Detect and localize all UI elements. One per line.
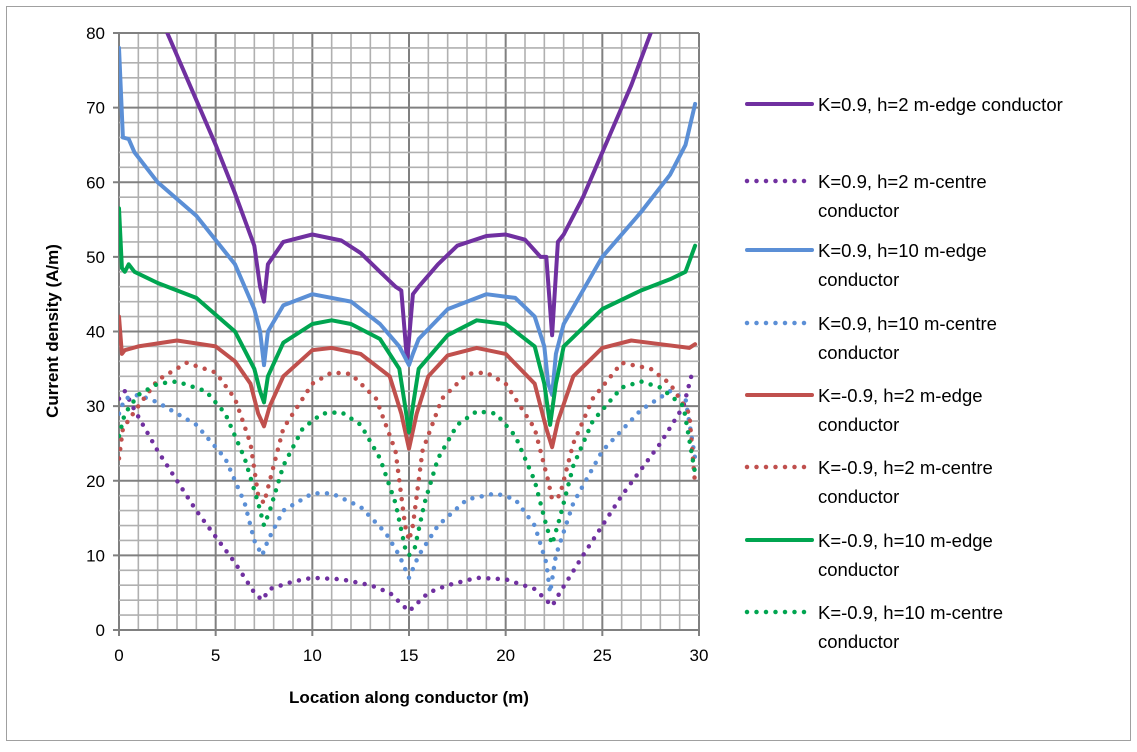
series-line-6 bbox=[119, 360, 698, 543]
legend-label: conductor bbox=[818, 342, 899, 363]
legend-label: K=-0.9, h=2 m-edge bbox=[818, 385, 983, 406]
legend-label: K=-0.9, h=10 m-centre bbox=[818, 602, 1003, 623]
legend-label: conductor bbox=[818, 414, 899, 435]
series-group bbox=[119, 33, 698, 614]
x-axis-label: Location along conductor (m) bbox=[289, 688, 529, 707]
legend-label: K=0.9, h=2 m-edge conductor bbox=[818, 94, 1063, 115]
y-tick-label: 70 bbox=[86, 99, 105, 118]
series-line-3 bbox=[119, 45, 698, 397]
x-tick-label: 25 bbox=[593, 646, 612, 665]
y-tick-label: 60 bbox=[86, 173, 105, 192]
legend-item: K=0.9, h=2 m-centre conductor bbox=[744, 171, 987, 221]
y-tick-label: 50 bbox=[86, 248, 105, 267]
legend-label: conductor bbox=[818, 200, 899, 221]
y-tick-label: 20 bbox=[86, 472, 105, 491]
x-tick-label: 15 bbox=[400, 646, 419, 665]
legend: K=0.9, h=2 m-edge conductor K=0.9, h=2 m-… bbox=[744, 94, 1063, 652]
legend-item: K=-0.9, h=2 m-edge conductor bbox=[745, 385, 983, 435]
tick-labels: 0 5 10 15 20 25 30 0 10 20 30 40 50 60 70 80 bbox=[86, 24, 708, 665]
chart-frame bbox=[6, 6, 1131, 741]
legend-label: K=0.9, h=10 m-edge bbox=[818, 240, 987, 261]
x-tick-label: 10 bbox=[303, 646, 322, 665]
legend-label: conductor bbox=[818, 486, 899, 507]
y-axis-label: Current density (A/m) bbox=[43, 244, 62, 418]
y-tick-label: 30 bbox=[86, 397, 105, 416]
series-line-2 bbox=[119, 374, 698, 614]
x-tick-label: 5 bbox=[211, 646, 220, 665]
legend-label: conductor bbox=[818, 269, 899, 290]
series-line-7 bbox=[119, 206, 698, 435]
legend-label: K=-0.9, h=2 m-centre bbox=[818, 457, 993, 478]
y-tick-label: 0 bbox=[96, 621, 105, 640]
y-tick-label: 80 bbox=[86, 24, 105, 43]
legend-item: K=-0.9, h=10 m-centre conductor bbox=[744, 602, 1003, 652]
series-line-4 bbox=[119, 388, 698, 595]
y-tick-label: 10 bbox=[86, 546, 105, 565]
legend-item: K=0.9, h=2 m-edge conductor bbox=[745, 94, 1063, 115]
legend-item: K=0.9, h=10 m-edge conductor bbox=[745, 240, 987, 290]
x-tick-label: 20 bbox=[496, 646, 515, 665]
legend-item: K=-0.9, h=10 m-edge conductor bbox=[745, 530, 993, 580]
series-line-1 bbox=[165, 33, 653, 364]
legend-label: conductor bbox=[818, 559, 899, 580]
x-tick-label: 0 bbox=[114, 646, 123, 665]
x-tick-label: 30 bbox=[690, 646, 709, 665]
legend-label: K=-0.9, h=10 m-edge bbox=[818, 530, 993, 551]
legend-item: K=0.9, h=10 m-centre conductor bbox=[744, 313, 997, 363]
legend-label: K=0.9, h=10 m-centre bbox=[818, 313, 997, 334]
legend-label: K=0.9, h=2 m-centre bbox=[818, 171, 987, 192]
legend-item: K=-0.9, h=2 m-centre conductor bbox=[744, 457, 993, 507]
legend-label: conductor bbox=[818, 631, 899, 652]
series-line-8 bbox=[119, 379, 698, 558]
grid bbox=[113, 32, 700, 636]
series-line-5 bbox=[119, 314, 698, 451]
y-tick-label: 40 bbox=[86, 323, 105, 342]
